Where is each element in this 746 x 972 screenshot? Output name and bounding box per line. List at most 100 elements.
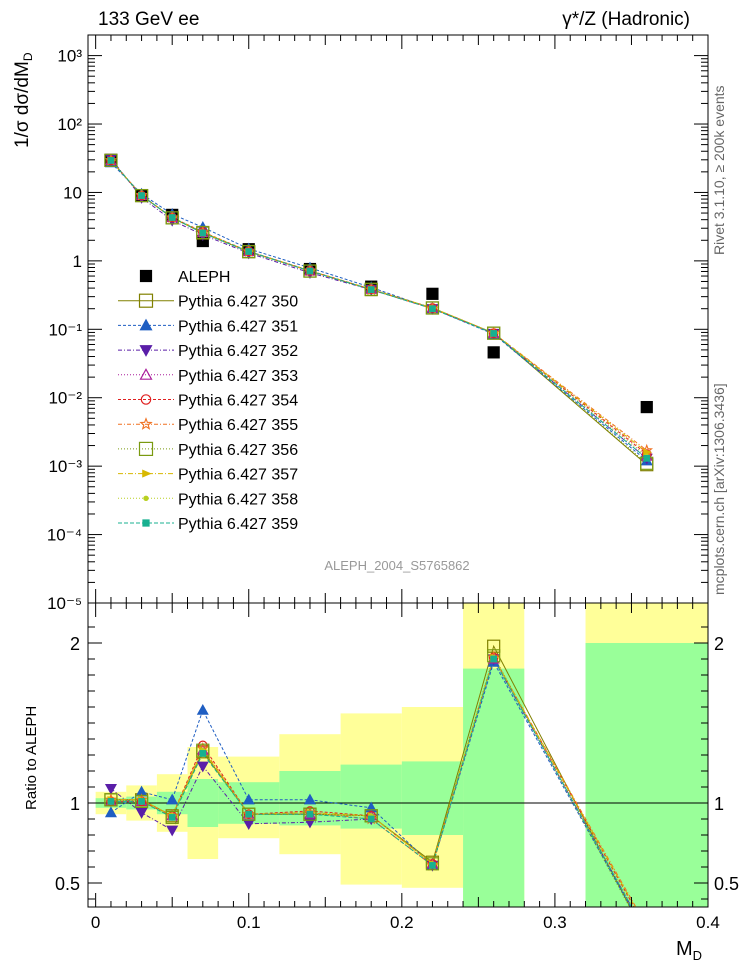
ratio-point-pythia-6-427-356 (641, 933, 653, 945)
legend-marker (139, 345, 153, 357)
ratio-line-pythia-6-427-357 (110, 656, 636, 907)
ratio-point-pythia-6-427-352 (135, 807, 148, 819)
ratio-point-pythia-6-427-354 (136, 796, 147, 807)
ratio-point-pythia-6-427-359 (644, 931, 650, 937)
ratio-point-pythia-6-427-357 (644, 925, 651, 931)
ratio-point-pythia-6-427-352 (642, 930, 652, 939)
point-aleph (640, 400, 653, 414)
point-pythia-6-427-357 (643, 448, 653, 456)
main-ytick-label: 10⁻⁴ (47, 526, 82, 545)
ratio-ytick-label-right: 1 (714, 794, 724, 814)
point-pythia-6-427-359 (168, 214, 176, 221)
point-pythia-6-427-356 (364, 282, 378, 296)
point-aleph (487, 346, 500, 359)
header-left: 133 GeV ee (98, 9, 199, 30)
ratio-point-pythia-6-427-359 (490, 655, 498, 663)
point-pythia-6-427-356 (425, 301, 440, 315)
ratio-point-pythia-6-427-350 (641, 933, 653, 945)
legend-marker (138, 293, 154, 308)
point-pythia-6-427-359 (138, 192, 145, 199)
main-ytick-label: 1 (73, 252, 82, 271)
legend-marker (142, 469, 152, 478)
ratio-point-pythia-6-427-355 (642, 921, 652, 930)
legend-item-pythia-6-427-359: Pythia 6.427 359 (118, 516, 298, 533)
main-ytick-label: 10² (57, 115, 82, 134)
ratio-ytick-label: 0.5 (55, 874, 80, 894)
legend-item-pythia-6-427-358: Pythia 6.427 358 (118, 491, 298, 508)
main-data (104, 153, 654, 472)
legend-item-pythia-6-427-357: Pythia 6.427 357 (118, 467, 298, 484)
point-pythia-6-427-356 (487, 326, 501, 340)
legend-item-pythia-6-427-353: Pythia 6.427 353 (118, 368, 298, 385)
point-pythia-6-427-356 (104, 153, 118, 167)
line-pythia-6-427-351 (110, 162, 648, 462)
ratio-ytick-label: 1 (70, 794, 80, 814)
side-text-top: Rivet 3.1.10, ≥ 200k events (711, 85, 727, 255)
point-pythia-6-427-356 (242, 244, 256, 259)
legend-marker (140, 394, 152, 405)
legend-item-pythia-6-427-354: Pythia 6.427 354 (118, 393, 298, 410)
legend-marker (138, 441, 154, 456)
xtick-label: 0.1 (237, 913, 261, 932)
point-pythia-6-427-356 (165, 211, 179, 225)
legend-item-pythia-6-427-352: Pythia 6.427 352 (118, 343, 298, 360)
ratio-band-inner (585, 643, 708, 907)
legend-marker (139, 417, 153, 430)
ratio-ytick-label: 2 (70, 634, 80, 654)
legend-marker (139, 368, 153, 380)
ratio-point-pythia-6-427-352 (196, 761, 209, 773)
ratio-band-inner (401, 761, 464, 835)
ratio-line-pythia-6-427-359 (110, 657, 633, 907)
point-pythia-6-427-356 (134, 188, 149, 203)
ratio-point-pythia-6-427-356 (425, 857, 440, 871)
ratio-point-pythia-6-427-356 (134, 794, 149, 809)
ratio-point-pythia-6-427-351 (166, 793, 179, 805)
main-ytick-label: 10⁻² (48, 389, 82, 408)
legend: ALEPH Pythia 6.427 350 Pythia 6.427 351 Pyt… (118, 269, 298, 533)
legend-label: Pythia 6.427 355 (178, 417, 298, 434)
point-pythia-6-427-359 (199, 229, 207, 237)
legend-label: Pythia 6.427 351 (178, 318, 298, 335)
ratio-point-pythia-6-427-354 (643, 925, 652, 934)
ratio-xlabel: MD (676, 938, 702, 963)
line-pythia-6-427-359 (110, 160, 648, 459)
header-right: γ*/Z (Hadronic) (562, 9, 690, 30)
ratio-point-pythia-6-427-356 (242, 807, 256, 821)
legend-item-pythia-6-427-356: Pythia 6.427 356 (118, 441, 298, 459)
main-ytick-label: 10⁻¹ (48, 320, 82, 339)
xtick-label: 0.2 (390, 913, 414, 932)
legend-label: Pythia 6.427 359 (178, 516, 298, 533)
ratio-point-pythia-6-427-351 (642, 931, 652, 940)
legend-marker (139, 269, 153, 283)
ratio-point-pythia-6-427-353 (642, 928, 652, 937)
point-aleph (426, 287, 439, 300)
xtick-label: 0.3 (543, 913, 567, 932)
ratio-point-pythia-6-427-356 (104, 793, 118, 807)
ratio-point-pythia-6-427-359 (367, 815, 375, 823)
ratio-point-pythia-6-427-359 (245, 810, 253, 818)
ratio-point-pythia-6-427-356 (165, 810, 179, 825)
ratio-point-pythia-6-427-359 (306, 810, 314, 818)
legend-label: Pythia 6.427 350 (178, 294, 298, 311)
ratio-point-pythia-6-427-352 (166, 825, 179, 837)
ratio-point-pythia-6-427-358 (645, 931, 649, 935)
ratio-band-inner (463, 668, 525, 907)
point-pythia-6-427-359 (643, 455, 651, 462)
legend-label: Pythia 6.427 356 (178, 442, 298, 459)
ratio-ytick-label-right: 2 (714, 634, 724, 654)
main-ytick-label: 10³ (57, 47, 82, 66)
legend-item-pythia-6-427-351: Pythia 6.427 351 (118, 318, 298, 335)
legend-label: Pythia 6.427 358 (178, 491, 298, 508)
point-pythia-6-427-356 (303, 264, 317, 278)
ratio-point-pythia-6-427-351 (104, 806, 117, 818)
legend-item-pythia-6-427-350: Pythia 6.427 350 (118, 293, 298, 311)
ratio-point-pythia-6-427-351 (303, 793, 316, 805)
main-ylabel: 1/σ dσ/dMD (12, 52, 35, 148)
legend-marker (143, 495, 149, 501)
ratio-point-pythia-6-427-359 (138, 798, 145, 805)
legend-label: Pythia 6.427 353 (178, 368, 298, 385)
legend-item-pythia-6-427-355: Pythia 6.427 355 (118, 417, 298, 434)
legend-label: Pythia 6.427 354 (178, 393, 298, 410)
point-pythia-6-427-359 (367, 286, 375, 293)
